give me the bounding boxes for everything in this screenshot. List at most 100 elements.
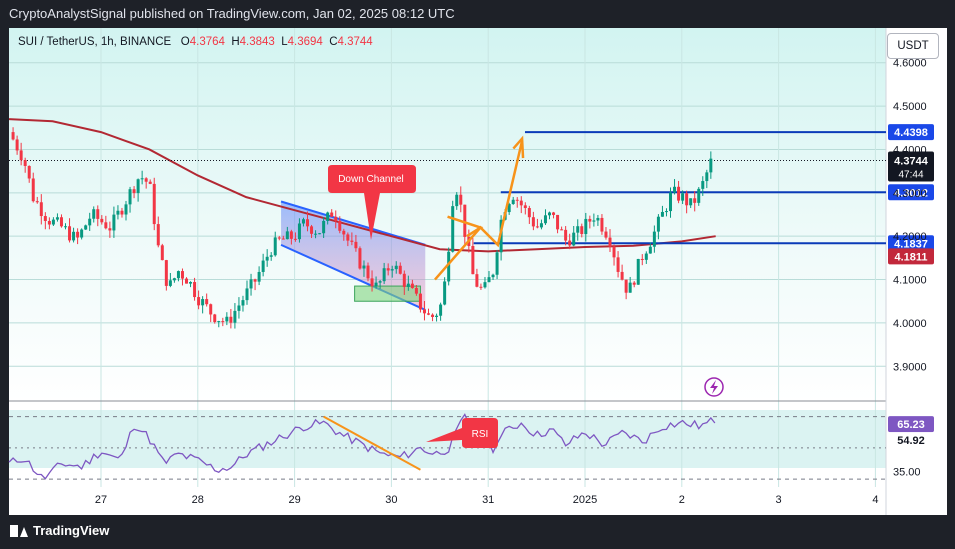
candle-body [144,178,148,182]
open-label: O [180,36,190,48]
candle-body [140,178,144,180]
candle-body [314,233,318,235]
time-axis: 27 28 29 30 31 2025 2 3 4 [95,494,879,506]
candle-body [523,205,527,209]
last-price-tag [888,151,934,182]
level-tag [888,184,934,201]
candle-body [273,237,277,256]
candle-body [612,246,616,258]
candle-body [285,231,289,240]
lightning-icon[interactable] [704,377,724,397]
low-label: L [281,36,288,48]
candle-body [435,315,439,317]
candle-body [459,194,463,205]
candle-body [80,229,84,238]
candle-body [23,160,27,166]
candle-body [507,204,511,213]
candle-body [592,220,596,222]
candle-body [660,211,664,217]
candle-body [414,288,418,294]
candle-body [310,226,314,234]
projection-path [434,140,524,281]
projection-mid-arrowhead [447,215,484,238]
candle-body [697,188,701,203]
candle-body [487,277,491,283]
candle-body [225,316,229,322]
candle-body [410,283,414,289]
candle-body [451,206,455,252]
candle-body [636,258,640,285]
candle-body [681,193,685,201]
candle-body [604,231,608,238]
candle-body [402,273,406,287]
candle-body [330,212,334,217]
candle-body [289,231,293,239]
candle-body [584,218,588,235]
time-tick-label: 3 [776,494,782,506]
candle-body [539,223,543,228]
candle-body [116,210,120,215]
candle-body [439,304,443,316]
candle-body [475,274,479,287]
candle-body [548,212,552,216]
candle-body [11,132,15,140]
candle-body [64,226,68,228]
candle-body [176,271,180,279]
candle-body [201,299,205,306]
candle-body [245,288,249,301]
candle-body [297,223,301,240]
candle-body [398,265,402,274]
time-tick-label: 30 [385,494,397,506]
candle-body [301,219,305,224]
candle-body [51,219,55,225]
candle-body [431,314,435,317]
time-tick-label: 31 [482,494,494,506]
demand-zone [354,285,421,302]
candle-body [164,260,168,286]
candle-body [580,226,584,235]
candle-body [608,237,612,247]
last-price-label: 4.3744 [894,156,929,168]
candle-body [552,212,556,215]
candle-body [96,209,100,219]
high-value: 4.3843 [239,36,275,48]
candle-body [185,278,189,284]
candle-countdown: 47:44 [898,170,923,181]
candle-body [76,231,80,238]
candle-body [249,279,253,289]
candle-body [673,186,677,193]
candle-body [588,218,592,222]
candle-body [152,183,156,225]
candle-body [265,256,269,261]
candle-body [19,150,23,161]
tradingview-logo[interactable]: TradingView [10,523,109,538]
currency-button[interactable]: USDT [887,33,939,59]
rsi-indicator: 65.23 54.92 35.00 [8,413,934,480]
price-levels: 4.4398 4.3012 4.1837 4.3744 47:44 4.1811 [9,124,934,265]
close-value: 4.3744 [337,36,373,48]
candle-body [180,271,184,279]
ma-price-tag [888,248,934,265]
candle-body [527,208,531,218]
price-tick-label: 3.9000 [893,361,927,373]
candle-body [568,240,572,246]
high-label: H [231,36,240,48]
candle-body [257,271,261,282]
rsi-last-label: 65.23 [897,419,925,431]
symbol-legend: SUI / TetherUS, 1h, BINANCE O4.3764 H4.3… [18,36,373,48]
candle-body [531,217,535,227]
publish-text: CryptoAnalystSignal published on Trading… [9,6,455,21]
rsi-background [9,401,886,487]
candle-body [84,225,88,230]
candle-body [418,293,422,310]
candle-body [104,222,108,229]
candle-body [620,271,624,280]
candle-body [221,321,225,323]
candle-body [556,214,560,230]
candle-body [31,178,35,202]
candle-body [55,217,59,220]
rsi-last-tag [888,416,934,433]
candle-body [35,201,39,203]
price-tick-label: 4.1000 [893,275,927,287]
